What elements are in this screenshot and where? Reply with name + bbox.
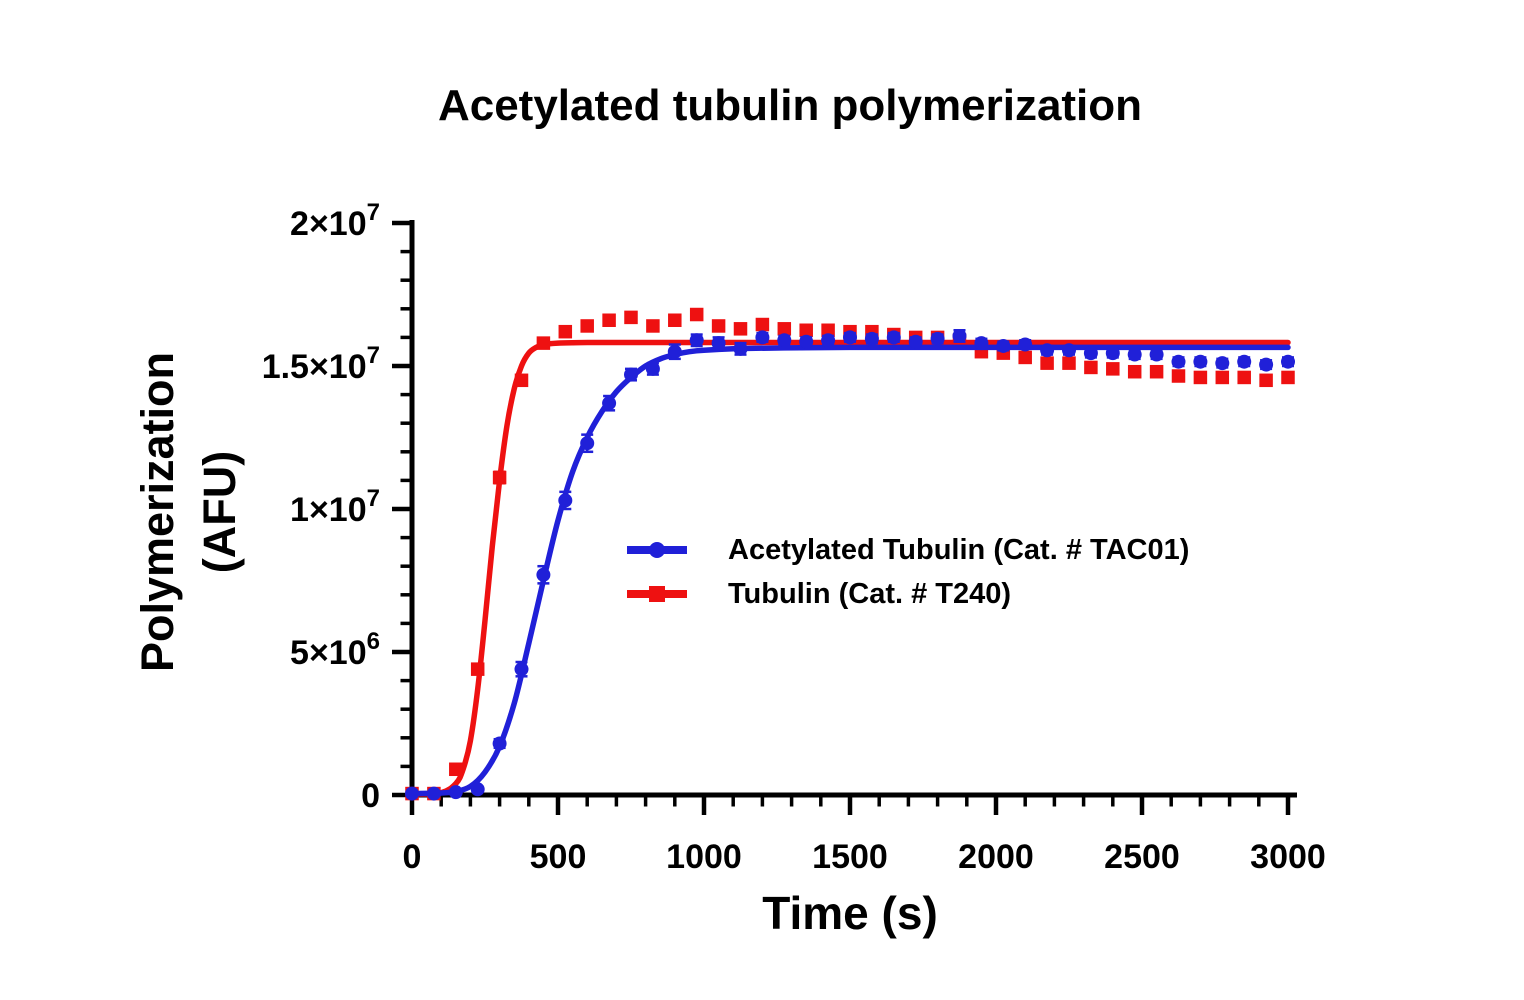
svg-text:1.5×107: 1.5×107 [262, 342, 380, 386]
legend-row-acetylated-tubulin: Acetylated Tubulin (Cat. # TAC01) [624, 528, 1189, 572]
legend-label-acetylated-tubulin: Acetylated Tubulin (Cat. # TAC01) [728, 533, 1190, 566]
y-tick-labels: 0 5×106 1×107 1.5×107 2×107 [262, 199, 380, 815]
legend-marker-blue-circle [627, 542, 687, 558]
fit-curve-tubulin [409, 339, 1291, 797]
series-acetylated-tubulin [405, 328, 1295, 801]
svg-text:1×107: 1×107 [290, 485, 380, 529]
svg-text:500: 500 [530, 838, 587, 876]
legend-marker-red-square [627, 586, 687, 602]
svg-text:3000: 3000 [1250, 838, 1326, 876]
svg-text:2000: 2000 [958, 838, 1034, 876]
svg-text:1500: 1500 [812, 838, 888, 876]
fit-curve-acetylated-tubulin [409, 344, 1291, 797]
x-axis-title: Time (s) [762, 887, 938, 939]
svg-text:0: 0 [403, 838, 422, 876]
svg-text:5×106: 5×106 [290, 628, 380, 672]
axes [409, 220, 1297, 798]
axis-ticks [392, 220, 1291, 815]
svg-text:1000: 1000 [666, 838, 742, 876]
svg-text:2×107: 2×107 [290, 199, 380, 243]
svg-text:2500: 2500 [1104, 838, 1180, 876]
chart-title: Acetylated tubulin polymerization [437, 81, 1143, 130]
x-tick-labels: 0 500 1000 1500 2000 2500 3000 [403, 838, 1326, 876]
legend: Acetylated Tubulin (Cat. # TAC01) Tubuli… [624, 528, 1189, 616]
legend-label-tubulin: Tubulin (Cat. # T240) [728, 577, 1012, 610]
legend-row-tubulin: Tubulin (Cat. # T240) [624, 572, 1189, 616]
svg-text:0: 0 [361, 777, 380, 815]
markers-acetylated-tubulin [405, 328, 1295, 801]
